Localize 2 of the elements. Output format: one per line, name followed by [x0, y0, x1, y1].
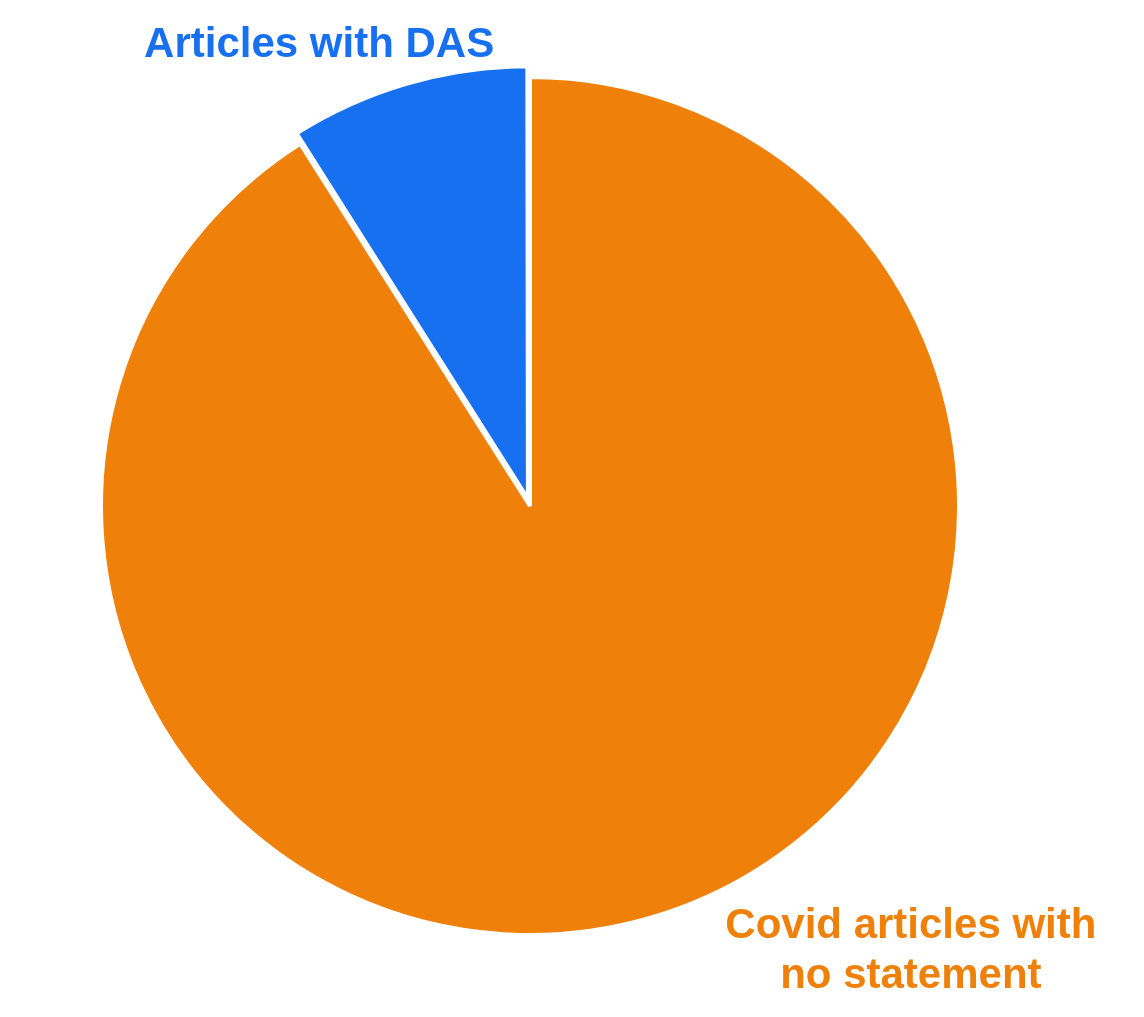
slice-label: Articles with DAS [144, 19, 495, 67]
slice-label: Covid articles with no statement [725, 899, 1097, 997]
